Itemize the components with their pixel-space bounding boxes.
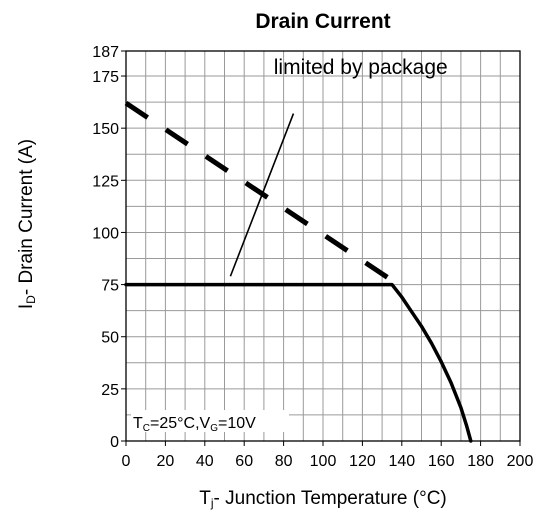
y-tick-label: 0	[110, 434, 119, 451]
y-tick-label: 175	[92, 69, 119, 86]
y-tick-label: 100	[92, 225, 119, 242]
series-line-solid	[124, 282, 473, 443]
condition-t-subscript: C	[143, 423, 150, 434]
x-axis-label: Tj- Junction Temperature (°C)	[199, 488, 447, 510]
x-axis-label-text: - Junction Temperature (°C)	[214, 488, 447, 509]
x-axis-label-prefix: T	[199, 488, 211, 509]
condition-v-value: =10V	[218, 415, 256, 432]
annotation-layer: limited by package	[229, 56, 448, 277]
x-tick-label: 120	[349, 453, 376, 470]
tick-layer: 0 20 40 60 80 100 120 140 160 180 200 0 25 50 75 100 125…	[92, 44, 533, 470]
y-tick-label: 75	[101, 278, 119, 295]
condition-label-text: TC=25°C,VG=10V	[133, 415, 256, 434]
condition-label-background	[131, 410, 289, 432]
series-line-dashed	[124, 101, 394, 283]
annotation-pointer-line	[229, 113, 295, 277]
x-tick-label: 0	[122, 453, 131, 470]
condition-v-subscript: G	[210, 423, 218, 434]
x-tick-label: 20	[157, 453, 175, 470]
y-tick-label: 125	[92, 173, 119, 190]
x-tick-label: 200	[507, 453, 534, 470]
x-tick-label: 100	[310, 453, 337, 470]
y-axis-label: ID- Drain Current (A)	[16, 139, 38, 309]
y-axis-label-prefix: I	[16, 304, 37, 309]
y-tick-label: 187	[92, 44, 119, 61]
y-tick-label: 150	[92, 121, 119, 138]
x-tick-label: 160	[428, 453, 455, 470]
x-tick-label: 140	[388, 453, 415, 470]
x-tick-label: 180	[467, 453, 494, 470]
x-tick-label: 40	[196, 453, 214, 470]
x-tick-label: 80	[275, 453, 293, 470]
condition-t-prefix: T	[133, 415, 143, 432]
y-tick-label: 50	[101, 330, 119, 347]
y-tick-label: 25	[101, 382, 119, 399]
x-axis-label-subscript: j	[210, 496, 214, 510]
condition-label: TC=25°C,VG=10V	[131, 410, 289, 434]
annotation-limited-by-package: limited by package	[274, 56, 448, 79]
y-axis-label-subscript: D	[24, 295, 38, 304]
x-tick-label: 60	[235, 453, 253, 470]
series-layer	[124, 101, 473, 443]
chart-title: Drain Current	[255, 10, 390, 33]
condition-t-value: =25°C,V	[150, 415, 211, 432]
y-axis-label-text: - Drain Current (A)	[16, 139, 37, 295]
grid-layer	[126, 51, 520, 441]
